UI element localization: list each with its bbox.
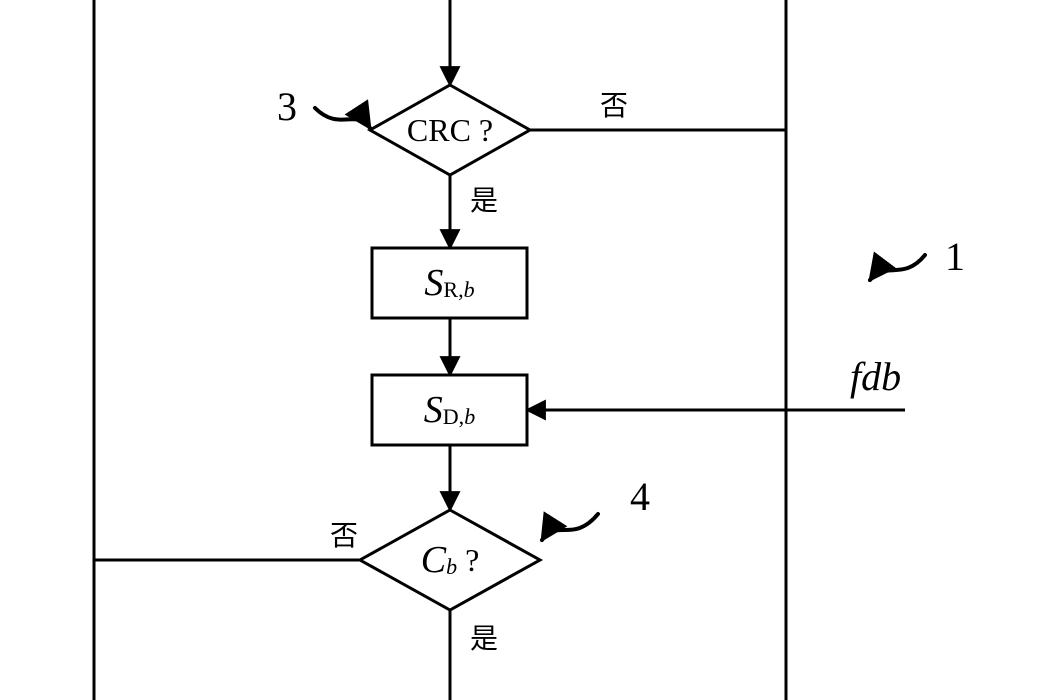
edge-crc_no_out-label: 否 [600, 91, 628, 122]
pointer-p4-num: 4 [630, 474, 650, 519]
pointer-p4 [542, 514, 598, 540]
pointer-p3-num: 3 [277, 84, 297, 129]
pointer-p3 [315, 108, 370, 128]
edge-cb_no_left-label: 否 [330, 521, 358, 552]
pointer-p1-num: 1 [945, 234, 965, 279]
edge-cb_yes-label: 是 [470, 624, 498, 655]
pointer-p1 [870, 255, 925, 280]
node-crc-label: CRC ? [407, 112, 493, 148]
edge-crc_yes-label: 是 [470, 186, 498, 217]
label-fdb: fdb [850, 354, 901, 399]
